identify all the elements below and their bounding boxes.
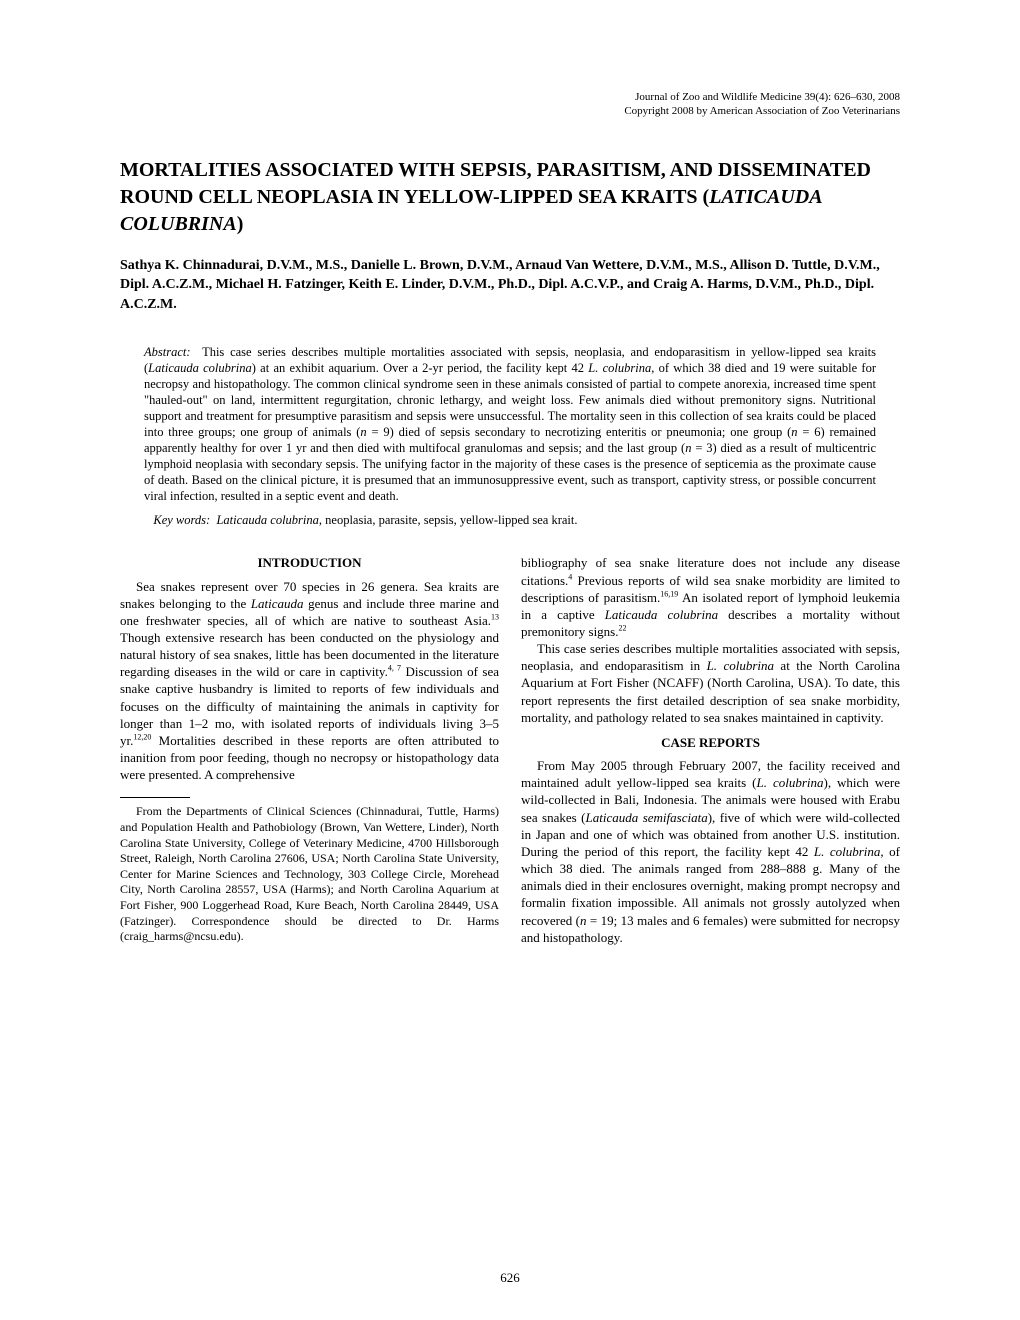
journal-header: Journal of Zoo and Wildlife Medicine 39(… [120, 90, 900, 119]
introduction-heading: INTRODUCTION [120, 554, 499, 571]
page-number: 626 [0, 1270, 1020, 1286]
case-paragraph-1: From May 2005 through February 2007, the… [521, 757, 900, 946]
intro-paragraph-1: Sea snakes represent over 70 species in … [120, 578, 499, 784]
abstract: Abstract: This case series describes mul… [144, 344, 876, 504]
keywords-label: Key words: [153, 513, 210, 527]
author-affiliation-footnote: From the Departments of Clinical Science… [120, 804, 499, 944]
right-column: bibliography of sea snake literature doe… [521, 554, 900, 945]
keywords: Key words: Laticauda colubrina, neoplasi… [144, 512, 876, 528]
case-reports-heading: CASE REPORTS [521, 734, 900, 751]
article-title: MORTALITIES ASSOCIATED WITH SEPSIS, PARA… [120, 157, 900, 238]
intro-paragraph-1-cont: bibliography of sea snake literature doe… [521, 554, 900, 640]
two-column-body: INTRODUCTION Sea snakes represent over 7… [120, 554, 900, 945]
left-column: INTRODUCTION Sea snakes represent over 7… [120, 554, 499, 945]
journal-citation: Journal of Zoo and Wildlife Medicine 39(… [120, 90, 900, 104]
footnote-rule [120, 797, 190, 798]
intro-paragraph-2: This case series describes multiple mort… [521, 640, 900, 726]
author-list: Sathya K. Chinnadurai, D.V.M., M.S., Dan… [120, 256, 900, 315]
abstract-label: Abstract: [144, 345, 191, 359]
journal-copyright: Copyright 2008 by American Association o… [120, 104, 900, 118]
